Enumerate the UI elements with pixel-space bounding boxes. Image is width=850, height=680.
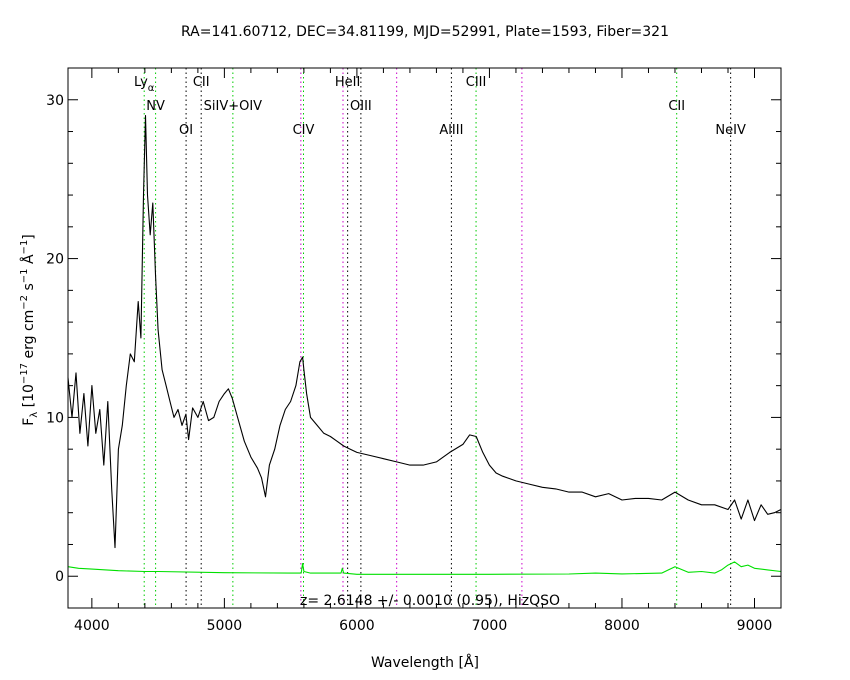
x-tick-label: 4000 xyxy=(74,618,110,634)
line-label-neiv: NeIV xyxy=(715,123,746,138)
line-label-oi: OI xyxy=(179,123,193,138)
x-tick-label: 7000 xyxy=(472,618,508,634)
line-label-siiv+oiv: SiIV+OIV xyxy=(204,99,263,114)
chart-title: RA=141.60712, DEC=34.81199, MJD=52991, P… xyxy=(181,24,669,40)
flux-series xyxy=(67,115,782,549)
line-label-oiii: OIII xyxy=(350,99,372,114)
y-tick-label: 10 xyxy=(46,410,64,426)
y-tick-label: 20 xyxy=(46,252,64,268)
error-series xyxy=(67,561,782,575)
y-tick-label: 30 xyxy=(46,93,64,109)
plot-markers xyxy=(143,68,732,608)
x-tick-label: 8000 xyxy=(604,618,640,634)
x-axis-label: Wavelength [Å] xyxy=(371,654,479,671)
line-label-aliii: AlIII xyxy=(439,123,463,138)
line-labels: LyαNVOICIISiIV+OIVCIVHeIIOIIIAlIIICIIICI… xyxy=(134,75,746,138)
plot-frame xyxy=(67,67,782,609)
x-tick-label: 5000 xyxy=(207,618,243,634)
series-layer xyxy=(67,115,782,575)
x-tick-label: 6000 xyxy=(339,618,375,634)
y-axis-label: Fλ [10−17 erg cm−2 s−1 Å−1] xyxy=(19,234,40,426)
line-label-ciii: CIII xyxy=(466,75,487,90)
line-label-cii: CII xyxy=(668,99,685,114)
redshift-annotation: z= 2.6148 +/- 0.0010 (0.95), HizQSO xyxy=(300,593,560,609)
line-label-cii: CII xyxy=(193,75,210,90)
line-label-civ: CIV xyxy=(293,123,315,138)
line-label-nv: NV xyxy=(146,99,165,114)
y-tick-label: 0 xyxy=(55,569,64,585)
line-label-heii: HeII xyxy=(335,75,360,90)
x-tick-label: 9000 xyxy=(737,618,773,634)
y-axis: 0 10 20 30 xyxy=(46,93,781,585)
x-axis: 4000 5000 6000 7000 8000 9000 xyxy=(74,68,782,634)
